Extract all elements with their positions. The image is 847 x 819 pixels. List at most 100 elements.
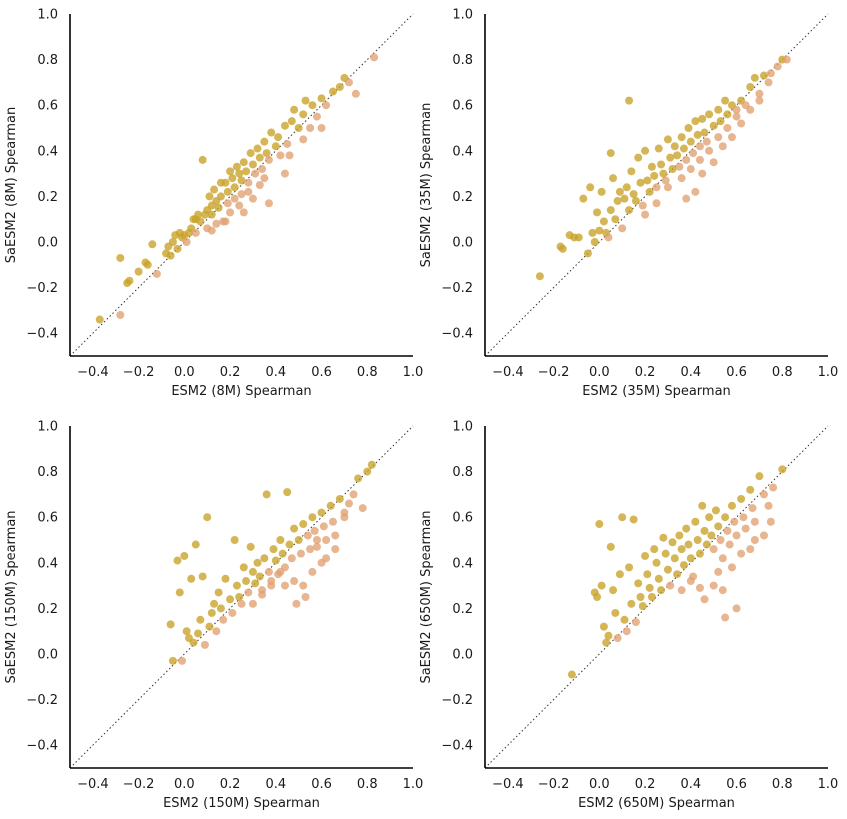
data-point [235, 169, 244, 178]
data-point [267, 128, 276, 137]
y-axis-label: SaESM2 (8M) Spearman [4, 107, 19, 264]
data-point [294, 536, 303, 544]
data-point [737, 119, 746, 128]
data-point [691, 517, 700, 526]
data-point [661, 549, 670, 558]
data-point [296, 549, 305, 558]
data-point [290, 524, 299, 533]
data-point [698, 169, 707, 178]
data-point [727, 133, 736, 142]
y-tick-label: 0.8 [452, 465, 473, 480]
data-point [271, 556, 280, 565]
x-tick-label: 0.4 [680, 777, 701, 792]
data-point [682, 155, 691, 164]
data-point [622, 183, 631, 192]
data-point [620, 194, 629, 203]
data-point [746, 82, 755, 91]
x-tick-label: 0.6 [726, 365, 747, 380]
data-point [294, 124, 303, 132]
data-point [239, 563, 248, 572]
data-point [221, 178, 230, 187]
data-point [618, 513, 627, 522]
data-point [705, 146, 714, 155]
x-axis-label: ESM2 (35M) Spearman [582, 384, 731, 399]
data-point [702, 137, 711, 146]
data-point [652, 199, 661, 208]
data-point [641, 551, 650, 560]
data-point [705, 513, 714, 522]
data-point [358, 504, 367, 513]
data-point [663, 183, 672, 192]
data-point [312, 112, 321, 121]
data-point [312, 536, 321, 544]
x-tick-label: 0.8 [357, 777, 378, 792]
diagonal-reference-line [69, 425, 414, 769]
data-point [223, 199, 232, 208]
chart-panel-2: −0.4 −0.2 0.0 0.2 0.4 0.6 0.8 1.0 −0.4 −0.2 0.0 0.2… [419, 8, 838, 400]
data-point [349, 490, 358, 499]
scatter-points [567, 465, 787, 679]
data-point [609, 586, 618, 595]
data-point [659, 533, 668, 542]
data-point [255, 153, 264, 162]
data-point [716, 536, 725, 544]
data-point [670, 554, 679, 563]
x-axis-label: ESM2 (650M) Spearman [578, 796, 735, 811]
data-point [280, 169, 289, 178]
data-point [766, 69, 775, 78]
data-point [308, 567, 317, 576]
data-point [335, 494, 344, 503]
data-point [755, 96, 764, 105]
x-tick-label: 0.4 [680, 365, 701, 380]
data-point [278, 549, 287, 558]
y-tick-label: −0.4 [26, 739, 58, 754]
data-point [593, 208, 602, 217]
data-point [299, 110, 308, 119]
data-point [638, 602, 647, 611]
data-point [317, 94, 326, 103]
data-point [116, 310, 125, 319]
y-tick-label: −0.4 [26, 327, 58, 342]
data-point [187, 574, 196, 583]
data-point [226, 595, 235, 604]
data-point [299, 581, 308, 590]
data-point [737, 494, 746, 503]
data-point [237, 190, 246, 199]
data-point [595, 520, 604, 529]
data-point [702, 540, 711, 549]
data-point [705, 110, 714, 119]
y-tick-label: 1.0 [452, 420, 473, 435]
data-point [766, 517, 775, 526]
data-point [714, 105, 723, 114]
data-point [287, 117, 296, 126]
data-point [721, 96, 730, 105]
data-point [326, 501, 335, 510]
data-point [597, 581, 606, 590]
data-point [593, 593, 602, 601]
data-point [260, 174, 269, 183]
y-tick-label: 0.8 [452, 53, 473, 68]
data-point [693, 130, 702, 139]
x-tick-label: 0.6 [726, 777, 747, 792]
data-point [588, 228, 597, 237]
data-point [340, 513, 349, 522]
data-point [223, 187, 232, 196]
data-point [723, 124, 732, 132]
data-point [693, 536, 702, 544]
data-point [203, 513, 212, 522]
data-point [248, 160, 257, 169]
data-point [657, 160, 666, 169]
data-point [370, 53, 379, 62]
data-point [246, 149, 255, 158]
y-tick-label: 0.0 [37, 648, 58, 663]
data-point [611, 608, 620, 617]
x-tick-label: 0.2 [635, 365, 656, 380]
data-point [363, 467, 372, 476]
x-tick-label: 0.4 [265, 777, 286, 792]
y-tick-label: 0.6 [452, 99, 473, 114]
data-point [219, 615, 228, 624]
data-point [264, 155, 273, 164]
data-point [239, 208, 248, 217]
data-point [335, 82, 344, 91]
y-tick-label: 0.0 [452, 236, 473, 251]
